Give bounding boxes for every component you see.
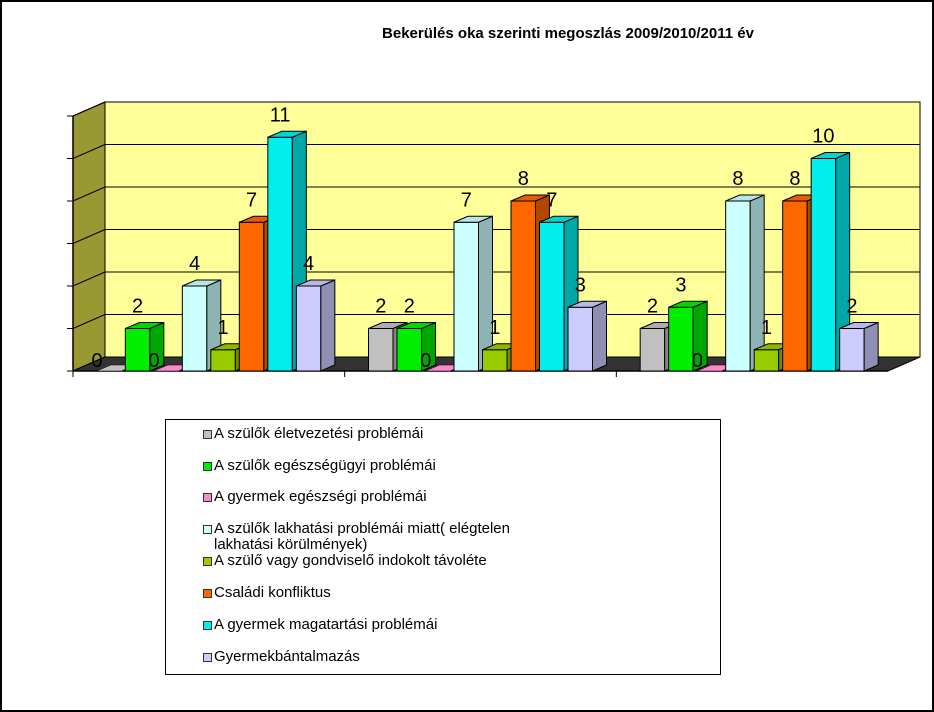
data-label: 2: [647, 296, 658, 318]
bar: [753, 349, 780, 372]
data-label: 0: [420, 350, 431, 372]
bar: [539, 221, 565, 372]
gridline-side: [72, 229, 106, 244]
bar: [396, 328, 422, 372]
legend-swatch: [203, 589, 212, 598]
bar-top: [396, 322, 436, 329]
bar-top: [125, 322, 165, 329]
legend-label: A gyermek magatartási problémái: [214, 616, 438, 633]
bar-top: [725, 194, 765, 202]
bar: [181, 285, 208, 372]
legend-label: A szülők lakhatási problémái miatt( elég…: [214, 520, 510, 537]
data-label: 2: [132, 296, 143, 318]
data-label: 2: [404, 296, 415, 318]
legend-label-line2: lakhatási körülmények): [214, 536, 368, 553]
bar: [368, 328, 394, 372]
legend-label: Gyermekbántalmazás: [214, 648, 360, 665]
bar: [567, 306, 593, 372]
legend-label: A szülők életvezetési problémái: [214, 425, 424, 442]
legend-swatch: [203, 621, 212, 630]
bar: [639, 328, 666, 372]
data-label: 3: [675, 274, 686, 296]
bar: [839, 328, 865, 372]
data-label: 8: [732, 168, 743, 190]
data-label: 8: [789, 168, 800, 190]
legend-item: A gyermek egészségi problémái: [203, 488, 694, 505]
data-label: 0: [149, 350, 160, 372]
legend-label: A gyermek egészségi problémái: [214, 488, 427, 505]
bar-top: [368, 322, 408, 329]
data-label: 7: [461, 189, 472, 211]
bar: [453, 221, 479, 372]
data-label: 11: [270, 104, 291, 126]
bar-top: [668, 300, 708, 308]
legend-item: Családi konfliktus: [203, 584, 694, 601]
chart-title: Bekerülés oka szerinti megoszlás 2009/20…: [382, 25, 755, 42]
gridline-side: [72, 314, 106, 329]
data-label: 10: [812, 126, 834, 148]
data-label: 1: [489, 317, 500, 339]
bar-top: [510, 194, 550, 202]
data-label: 0: [92, 350, 103, 372]
data-label: 1: [761, 317, 772, 339]
bar-side: [863, 321, 879, 372]
legend-item: A gyermek magatartási problémái: [203, 616, 694, 633]
legend-label: A szülők egészségügyi problémái: [214, 457, 436, 474]
legend-label: A szülő vagy gondviselő indokolt távolét…: [214, 552, 487, 569]
data-label: 7: [546, 189, 557, 211]
legend-swatch: [203, 430, 212, 439]
legend-swatch: [203, 462, 212, 471]
legend: A szülők életvezetési problémái A szülők…: [165, 419, 721, 675]
bar: [238, 221, 265, 372]
gridline-side: [72, 186, 106, 202]
data-label: 4: [189, 253, 200, 275]
data-label: 2: [375, 296, 386, 318]
bar: [124, 328, 151, 372]
bar: [482, 349, 508, 372]
bar-top: [296, 279, 336, 287]
legend-item: A szülő vagy gondviselő indokolt távolét…: [203, 552, 694, 569]
legend-item: A szülők életvezetési problémái: [203, 425, 694, 442]
data-label: 1: [218, 317, 229, 339]
legend-item: Gyermekbántalmazás: [203, 648, 694, 665]
legend-item: A szülők lakhatási problémái miatt( elég…: [203, 520, 694, 553]
bar-top: [567, 300, 607, 308]
bar-top: [182, 279, 222, 287]
bar: [668, 306, 694, 372]
bar: [725, 200, 751, 372]
data-label: 2: [846, 296, 857, 318]
legend-swatch: [203, 493, 212, 502]
gridline-side: [72, 144, 106, 159]
bar: [295, 285, 322, 372]
data-label: 0: [692, 350, 703, 372]
legend-swatch: [203, 653, 212, 662]
bar-top: [267, 130, 307, 138]
bar: [810, 158, 837, 372]
legend-label: Családi konfliktus: [214, 584, 331, 601]
legend-item: A szülők egészségügyi problémái: [203, 457, 694, 474]
bar-top: [453, 215, 493, 223]
data-label: 7: [246, 189, 257, 211]
bar-side: [749, 194, 765, 372]
bar: [267, 136, 293, 372]
bar-top: [539, 215, 579, 223]
data-label: 8: [518, 168, 529, 190]
bar: [510, 200, 536, 372]
bar-side: [592, 300, 607, 372]
legend-swatch: [203, 525, 212, 534]
gridline-side: [72, 101, 106, 117]
bar: [782, 200, 808, 372]
bar: [210, 349, 236, 372]
gridline-side: [72, 271, 106, 287]
bar-top: [810, 152, 850, 159]
legend-swatch: [203, 557, 212, 566]
data-label: 4: [303, 253, 314, 275]
bar-side: [320, 279, 336, 372]
data-label: 3: [575, 274, 586, 296]
bar-top: [839, 322, 879, 329]
